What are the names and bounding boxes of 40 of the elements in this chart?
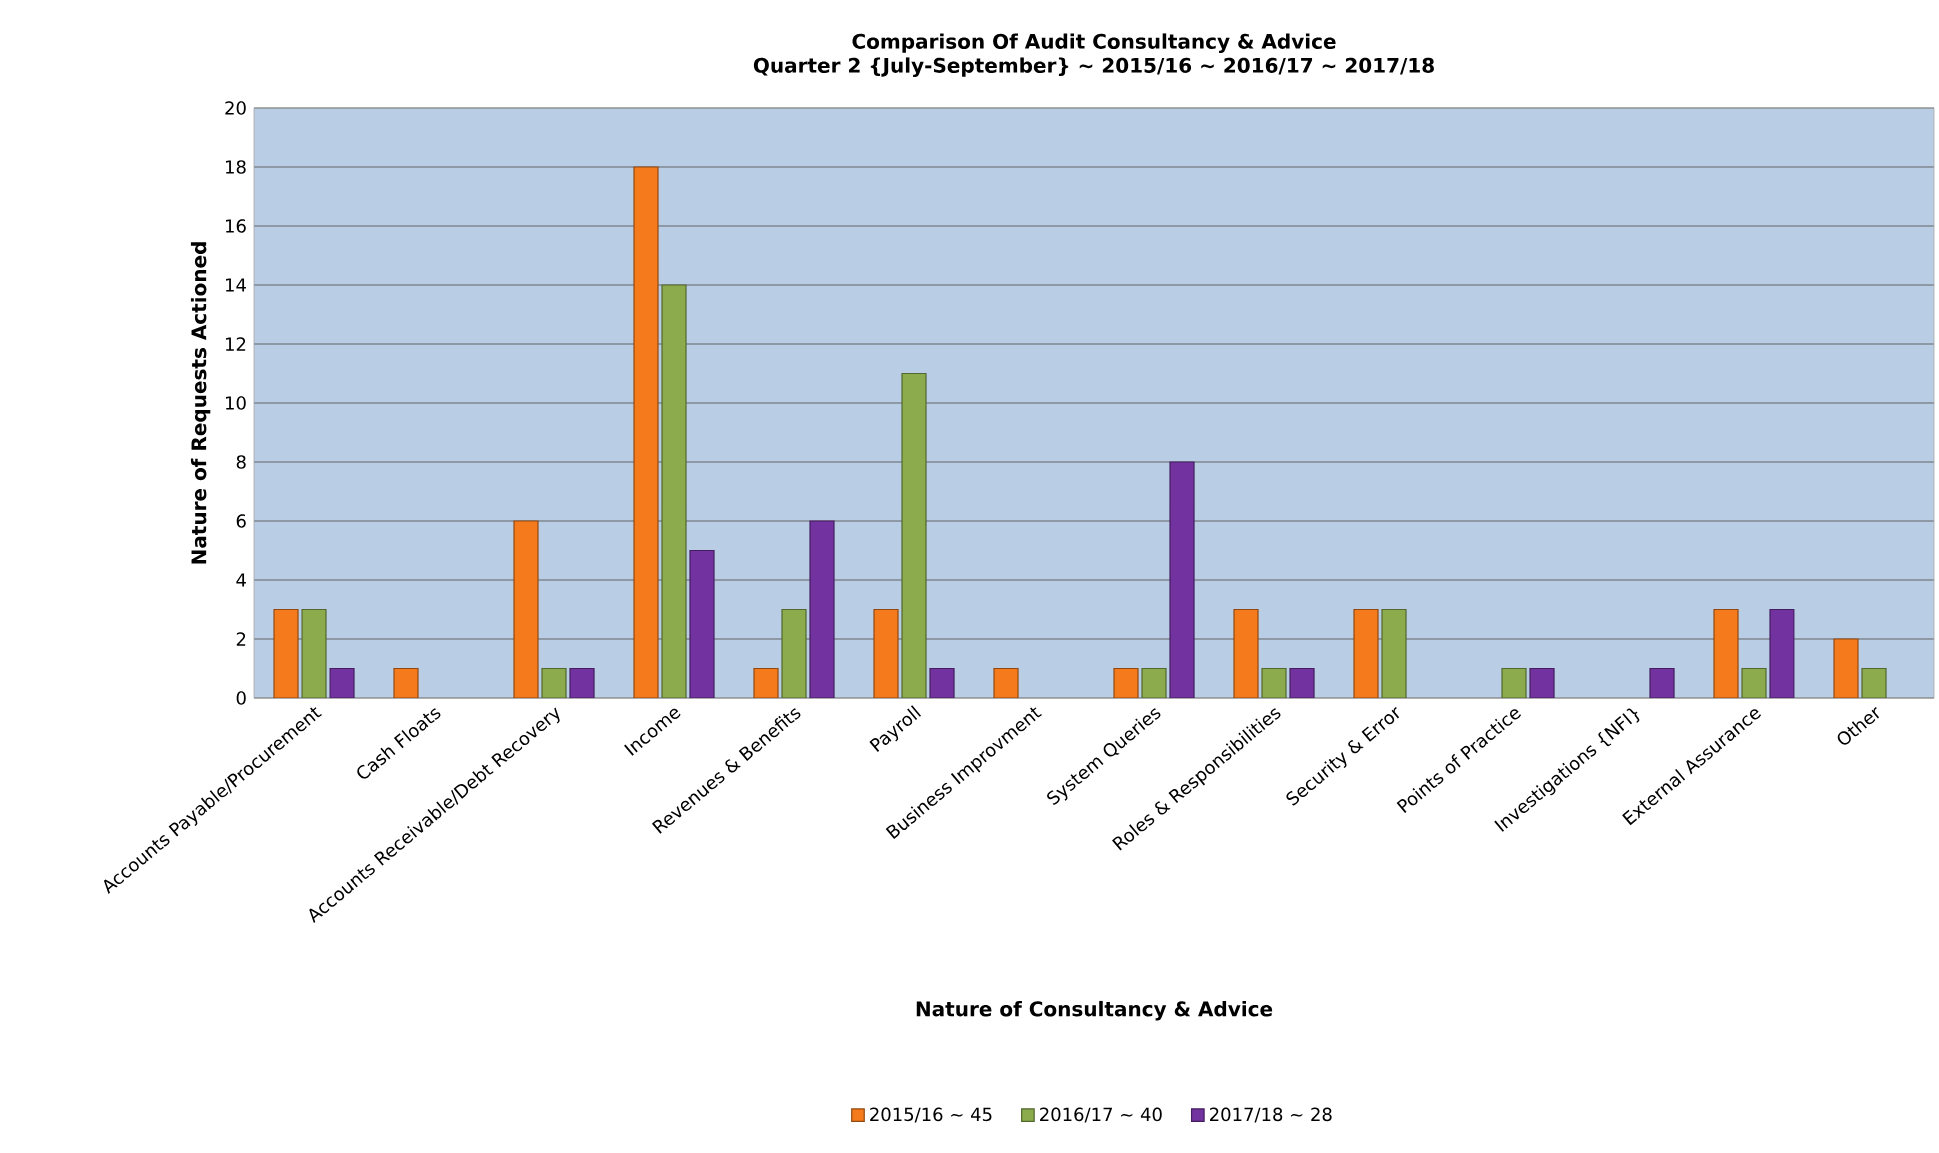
chart-title: Comparison Of Audit Consultancy & Advice	[852, 33, 1336, 53]
y-tick-label: 2	[236, 632, 246, 646]
legend-label: 2015/16 ~ 45	[870, 1107, 992, 1123]
y-tick-label: 0	[236, 691, 246, 705]
bar	[1261, 667, 1287, 698]
bar	[1381, 608, 1407, 698]
bar	[781, 608, 807, 698]
y-tick-label: 4	[236, 573, 246, 587]
bar	[809, 520, 835, 698]
bar	[1353, 608, 1379, 698]
y-tick-label: 14	[226, 278, 246, 292]
y-tick-label: 10	[226, 396, 246, 410]
bar	[1233, 608, 1259, 698]
y-tick-label: 20	[225, 101, 246, 115]
bar	[273, 608, 299, 698]
bar	[661, 284, 687, 698]
bar	[1501, 667, 1527, 698]
bar	[541, 667, 567, 698]
legend-label: 2016/17 ~ 40	[1040, 1107, 1162, 1123]
bar	[1141, 667, 1167, 698]
legend-label: 2017/18 ~ 28	[1210, 1107, 1332, 1123]
bar	[1713, 608, 1739, 698]
bar	[633, 166, 659, 698]
bar	[873, 608, 899, 698]
x-axis-title: Nature of Consultancy & Advice	[916, 1000, 1273, 1021]
bar	[301, 608, 327, 698]
bar	[1741, 667, 1767, 698]
y-tick-label: 18	[226, 160, 246, 174]
bar	[689, 549, 715, 698]
bar	[513, 520, 539, 698]
bar	[901, 372, 927, 698]
y-tick-label: 16	[226, 219, 246, 233]
y-tick-label: 12	[226, 337, 246, 351]
y-tick-label: 6	[236, 514, 246, 528]
chart-subtitle: Quarter 2 {July-September} ~ 2015/16 ~ 2016/17 ~ 2017/18	[753, 57, 1434, 77]
y-axis-title: Nature of Requests Actioned	[190, 242, 211, 564]
bar	[1861, 667, 1887, 698]
y-tick-label: 8	[236, 455, 246, 469]
bar	[1769, 608, 1795, 698]
bar	[1169, 461, 1195, 698]
